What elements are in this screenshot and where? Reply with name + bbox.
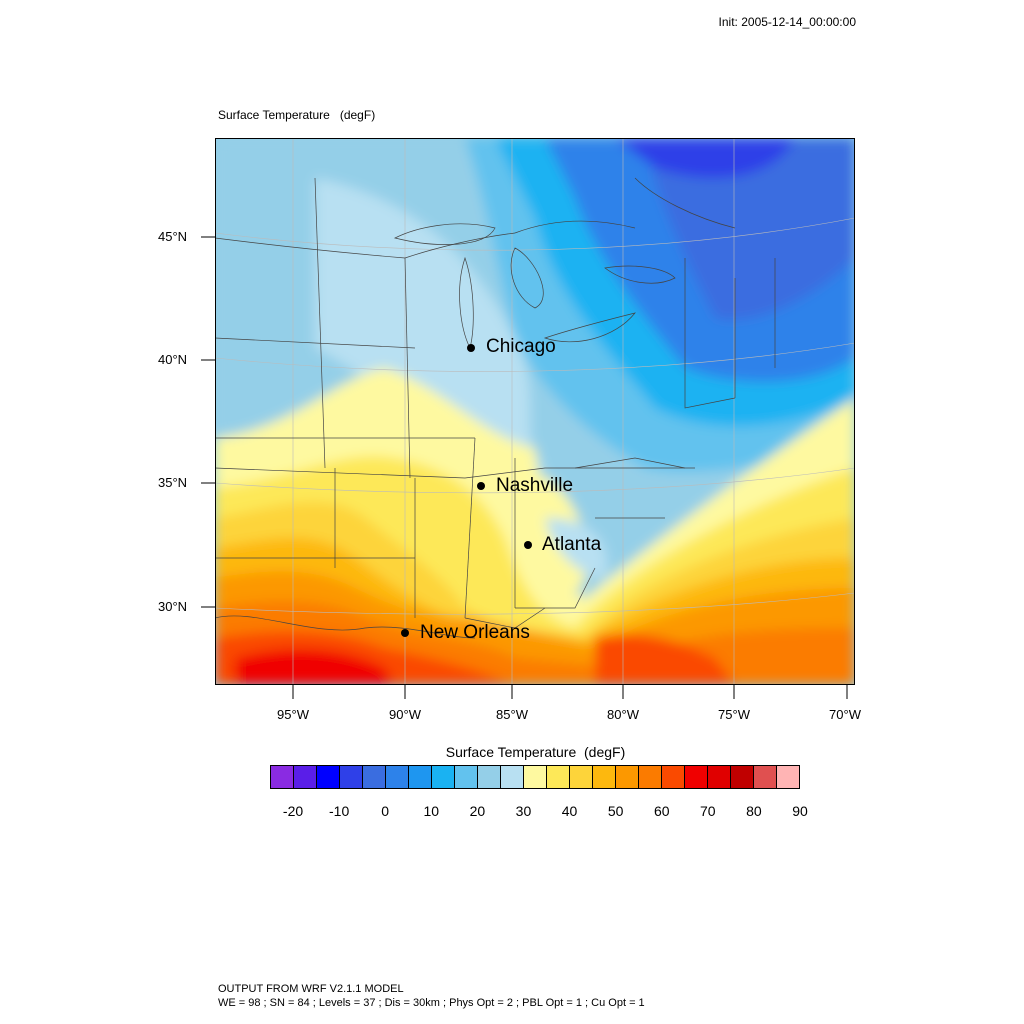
- lat-label-30: 30°N: [158, 599, 188, 614]
- colorbar-swatch: [708, 766, 731, 788]
- colorbar-swatch: [616, 766, 639, 788]
- lat-label-35: 35°N: [158, 475, 188, 490]
- colorbar-swatch: [639, 766, 662, 788]
- colorbar-tick-label: 50: [607, 803, 624, 819]
- colorbar-tick-label: 30: [515, 803, 532, 819]
- colorbar-swatch: [501, 766, 524, 788]
- colorbar-swatch: [685, 766, 708, 788]
- map-title: Surface Temperature (degF): [218, 108, 376, 122]
- colorbar-tick-label: -20: [282, 803, 304, 819]
- colorbar-swatch: [455, 766, 478, 788]
- colorbar-swatch: [340, 766, 363, 788]
- colorbar-swatch: [317, 766, 340, 788]
- map-panel[interactable]: [215, 138, 855, 685]
- lon-label-85: 85°W: [496, 707, 528, 722]
- city-marker-atlanta[interactable]: [524, 541, 532, 549]
- colorbar-swatch: [754, 766, 777, 788]
- temperature-fill: [215, 138, 855, 685]
- city-label-atlanta: Atlanta: [542, 534, 602, 555]
- colorbar-swatch: [363, 766, 386, 788]
- lon-label-70: 70°W: [829, 707, 861, 722]
- lon-label-90: 90°W: [389, 707, 421, 722]
- colorbar-tick-label: 60: [653, 803, 670, 819]
- colorbar-tick-label: 90: [792, 803, 808, 819]
- colorbar-swatch: [662, 766, 685, 788]
- lat-label-45: 45°N: [158, 229, 188, 244]
- colorbar-swatch: [593, 766, 616, 788]
- colorbar-swatch: [478, 766, 501, 788]
- city-marker-new-orleans[interactable]: [401, 629, 409, 637]
- colorbar: [270, 765, 800, 789]
- colorbar-swatch: [432, 766, 455, 788]
- colorbar-tick-label: 40: [561, 803, 578, 819]
- colorbar-swatch: [731, 766, 754, 788]
- city-label-new-orleans: New Orleans: [420, 622, 530, 643]
- lon-label-80: 80°W: [607, 707, 639, 722]
- city-label-nashville: Nashville: [496, 475, 574, 496]
- temperature-map[interactable]: [215, 138, 855, 685]
- colorbar-swatch: [271, 766, 294, 788]
- city-marker-nashville[interactable]: [477, 482, 485, 490]
- footer-model-label: OUTPUT FROM WRF V2.1.1 MODEL: [218, 983, 404, 995]
- colorbar-swatch: [777, 766, 799, 788]
- footer-config-label: WE = 98 ; SN = 84 ; Levels = 37 ; Dis = …: [218, 997, 645, 1009]
- map-border: [215, 138, 855, 685]
- colorbar-swatch: [524, 766, 547, 788]
- colorbar-swatch: [294, 766, 317, 788]
- colorbar-swatch: [386, 766, 409, 788]
- colorbar-tick-label: 80: [746, 803, 762, 819]
- city-label-chicago: Chicago: [486, 336, 556, 357]
- colorbar-swatch: [547, 766, 570, 788]
- colorbar-title: Surface Temperature (degF): [445, 744, 626, 760]
- colorbar-swatch: [409, 766, 432, 788]
- colorbar-tick-label: -10: [329, 803, 350, 819]
- colorbar-tick-label: 10: [423, 803, 440, 819]
- lat-label-40: 40°N: [158, 352, 188, 367]
- colorbar-tick-label: 70: [700, 803, 716, 819]
- colorbar-swatch: [570, 766, 593, 788]
- city-marker-chicago[interactable]: [467, 344, 475, 352]
- lon-label-75: 75°W: [718, 707, 750, 722]
- init-time-label: Init: 2005-12-14_00:00:00: [718, 15, 856, 29]
- lon-label-95: 95°W: [277, 707, 309, 722]
- colorbar-tick-label: 0: [381, 803, 390, 819]
- colorbar-tick-label: 20: [469, 803, 486, 819]
